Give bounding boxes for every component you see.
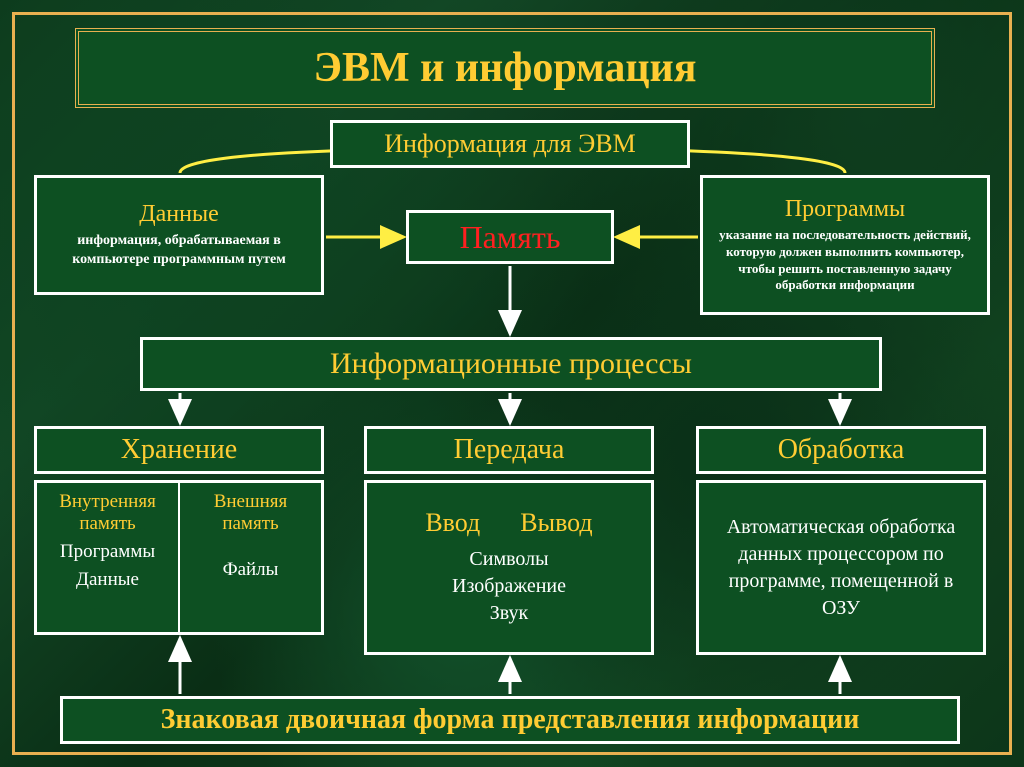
info-for-evm-box: Информация для ЭВМ bbox=[330, 120, 690, 168]
transfer-symbols: Символы bbox=[469, 548, 548, 571]
info-for-evm-text: Информация для ЭВМ bbox=[384, 129, 636, 159]
programs-box: Программы указание на последовательность… bbox=[700, 175, 990, 315]
transfer-body-box: Ввод Вывод Символы Изображение Звук bbox=[364, 480, 654, 655]
storage-title-text: Хранение bbox=[121, 434, 237, 466]
footer-box: Знаковая двоичная форма представления ин… bbox=[60, 696, 960, 744]
storage-internal-column: Внутренняя память Программы Данные bbox=[37, 483, 178, 632]
input-text: Ввод bbox=[425, 508, 480, 538]
data-title: Данные bbox=[139, 201, 219, 228]
transfer-title-box: Передача bbox=[364, 426, 654, 474]
storage-title-box: Хранение bbox=[34, 426, 324, 474]
data-box: Данные информация, обрабатываемая в комп… bbox=[34, 175, 324, 295]
data-description: информация, обрабатываемая в компьютере … bbox=[45, 232, 313, 268]
storage-body-box: Внутренняя память Программы Данные Внешн… bbox=[34, 480, 324, 635]
programs-title: Программы bbox=[785, 196, 905, 223]
external-files: Файлы bbox=[223, 559, 279, 581]
transfer-title-text: Передача bbox=[454, 434, 565, 466]
processes-text: Информационные процессы bbox=[330, 347, 692, 381]
internal-data: Данные bbox=[76, 569, 139, 591]
memory-text: Память bbox=[460, 219, 561, 256]
memory-box: Память bbox=[406, 210, 614, 264]
internal-memory-heading: Внутренняя память bbox=[41, 491, 174, 535]
processing-body-box: Автоматическая обработка данных процессо… bbox=[696, 480, 986, 655]
external-memory-heading: Внешняя память bbox=[184, 491, 317, 535]
programs-description: указание на последовательность действий,… bbox=[711, 227, 979, 295]
processing-description: Автоматическая обработка данных процессо… bbox=[709, 514, 973, 622]
title-text: ЭВМ и информация bbox=[314, 44, 697, 92]
storage-external-column: Внешняя память Файлы bbox=[180, 483, 321, 632]
footer-text: Знаковая двоичная форма представления ин… bbox=[161, 704, 860, 736]
processing-title-text: Обработка bbox=[778, 434, 905, 466]
title-box: ЭВМ и информация bbox=[75, 28, 935, 108]
output-text: Вывод bbox=[520, 508, 592, 538]
transfer-image: Изображение bbox=[452, 575, 566, 598]
processes-box: Информационные процессы bbox=[140, 337, 882, 391]
internal-programs: Программы bbox=[60, 541, 155, 563]
processing-title-box: Обработка bbox=[696, 426, 986, 474]
transfer-sound: Звук bbox=[490, 602, 529, 625]
io-row: Ввод Вывод bbox=[425, 508, 592, 538]
